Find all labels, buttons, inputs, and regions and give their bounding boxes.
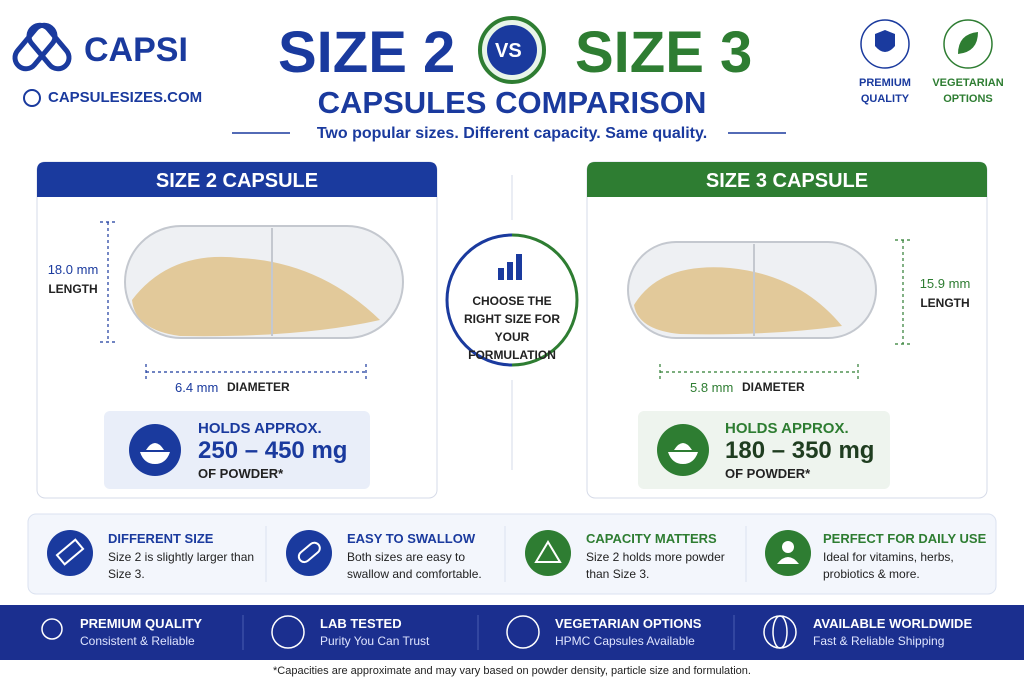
badge-label: VEGETARIAN OPTIONS [932, 77, 1004, 105]
footer-title: VEGETARIAN OPTIONS [555, 616, 702, 631]
center-ring [445, 233, 513, 367]
footer-bar [0, 605, 1024, 660]
capacity-box [638, 411, 890, 489]
feature-text: Both sizes are easy to swallow and comfo… [347, 550, 482, 582]
diameter-value: 6.4 mm [175, 380, 219, 395]
center-text: CHOOSE THE RIGHT SIZE FOR YOUR FORMULATI… [464, 294, 560, 362]
panel-header [37, 162, 437, 197]
center-ring [511, 233, 579, 367]
vs-badge [487, 25, 537, 75]
feature-title: DIFFERENT SIZE [108, 531, 214, 546]
features-band [27, 513, 997, 595]
dimension-lines [659, 239, 911, 380]
footer-text: Purity You Can Trust [320, 634, 430, 648]
footer-text: Consistent & Reliable [80, 634, 195, 648]
logo-icon [12, 22, 72, 72]
title-right: SIZE 3 [575, 20, 753, 85]
feature-title: PERFECT FOR DAILY USE [823, 531, 987, 546]
length-value: 15.9 mm [919, 276, 971, 291]
footer-title: LAB TESTED [320, 616, 402, 631]
feature-text: Size 2 is slightly larger than Size 3. [108, 550, 255, 582]
diameter-label: DIAMETER [227, 380, 290, 394]
vs-label: VS [495, 40, 522, 62]
leaf [958, 32, 978, 54]
panel-title: SIZE 2 CAPSULE [155, 170, 319, 192]
capacity-range: 250 – 450 mg [198, 437, 348, 464]
panel-title: SIZE 3 CAPSULE [705, 170, 869, 192]
globe-icon [23, 89, 41, 107]
diameter-label: DIAMETER [742, 380, 805, 394]
holds-label: HOLDS APPROX. [198, 420, 322, 437]
website: CAPSULESIZES.COM [48, 89, 203, 106]
feature-text: Size 2 holds more powder than Size 3. [586, 550, 725, 582]
feature-title: CAPACITY MATTERS [586, 531, 717, 546]
capacity-unit: OF POWDER* [725, 466, 811, 481]
footer-text: Fast & Reliable Shipping [813, 634, 945, 648]
feature-icons [47, 530, 811, 576]
holds-label: HOLDS APPROX. [725, 420, 849, 437]
subtitle: CAPSULES COMPARISON [317, 85, 707, 120]
tagline: Two popular sizes. Different capacity. S… [316, 125, 708, 142]
footer-icons [41, 615, 797, 649]
length-label: LENGTH [48, 282, 98, 296]
dividers [242, 615, 735, 650]
chart-icon [498, 254, 522, 280]
footer-text: HPMC Capsules Available [555, 634, 695, 648]
capacity-range: 180 – 350 mg [725, 437, 875, 464]
shield [875, 30, 895, 52]
feature-title: EASY TO SWALLOW [347, 531, 476, 546]
title-left: SIZE 2 [278, 20, 456, 85]
feature-text: Ideal for vitamins, herbs, probiotics & … [823, 550, 954, 582]
badge-label: PREMIUM QUALITY [859, 77, 911, 105]
dividers [265, 526, 747, 582]
capsule-illustration [627, 241, 877, 339]
footer-title: PREMIUM QUALITY [80, 616, 203, 631]
brand-name: CAPSI [84, 31, 188, 69]
panel-header [587, 162, 987, 197]
diameter-value: 5.8 mm [690, 380, 734, 395]
capsule-illustration [124, 225, 404, 339]
length-label: LENGTH [920, 296, 970, 310]
capacity-unit: OF POWDER* [198, 466, 284, 481]
length-value: 18.0 mm [47, 262, 99, 277]
footnote: *Capacities are approximate and may vary… [273, 665, 751, 677]
dimension-lines [100, 221, 367, 380]
footer-title: AVAILABLE WORLDWIDE [813, 616, 973, 631]
